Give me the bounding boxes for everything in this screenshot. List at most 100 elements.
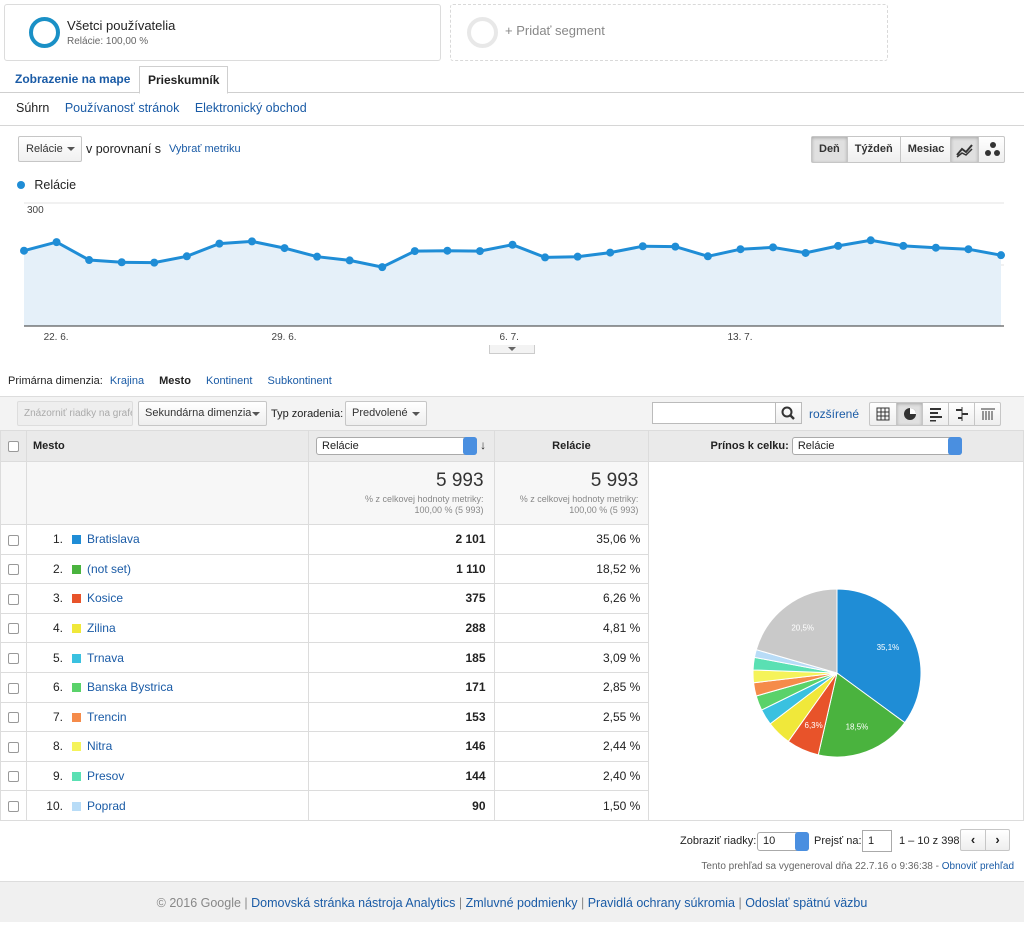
- data-point[interactable]: [703, 252, 712, 261]
- dimension-continent[interactable]: Kontinent: [205, 375, 253, 387]
- line-chart-button[interactable]: [951, 137, 978, 162]
- column-header-city[interactable]: Mesto: [25, 430, 309, 462]
- view-data-button[interactable]: [870, 403, 896, 425]
- pie-slice[interactable]: [836, 588, 922, 724]
- city-link[interactable]: Poprad: [86, 798, 126, 813]
- data-point[interactable]: [606, 248, 615, 257]
- view-performance-button[interactable]: [922, 403, 948, 425]
- dimension-city[interactable]: Mesto: [159, 375, 191, 387]
- data-point[interactable]: [378, 263, 387, 272]
- data-point[interactable]: [931, 243, 940, 252]
- data-point[interactable]: [150, 258, 159, 267]
- data-point[interactable]: [638, 242, 647, 251]
- dimension-country[interactable]: Krajina: [109, 375, 145, 387]
- data-point[interactable]: [899, 241, 908, 250]
- contribution-metric-select[interactable]: Relácie: [791, 437, 962, 455]
- data-point[interactable]: [247, 237, 256, 246]
- choose-metric-link[interactable]: Vybrať metriku: [169, 143, 241, 155]
- data-point[interactable]: [20, 246, 28, 255]
- sort-type-select[interactable]: Predvolené: [345, 401, 427, 426]
- add-segment-button[interactable]: + Pridať segment: [450, 4, 888, 61]
- city-link[interactable]: Banska Bystrica: [86, 680, 174, 695]
- show-rows-select[interactable]: 10: [757, 832, 809, 851]
- data-point[interactable]: [997, 251, 1005, 260]
- metric-column-select[interactable]: Relácie: [316, 437, 478, 455]
- row-checkbox[interactable]: [7, 593, 19, 605]
- data-point[interactable]: [85, 256, 94, 265]
- view-pivot-button[interactable]: [974, 403, 1000, 425]
- data-point[interactable]: [443, 246, 452, 255]
- pie-slice[interactable]: [817, 672, 906, 758]
- view-pie-button[interactable]: [896, 403, 922, 425]
- footer-link-analytics-home[interactable]: Domovská stránka nástroja Analytics: [251, 896, 456, 910]
- subtab-summary[interactable]: Súhrn: [16, 101, 50, 115]
- data-point[interactable]: [736, 245, 745, 254]
- city-link[interactable]: Kosice: [86, 591, 123, 606]
- data-point[interactable]: [280, 244, 289, 253]
- period-month-button[interactable]: Mesiac: [899, 137, 952, 162]
- contribution-select-value: Relácie: [797, 440, 835, 452]
- data-point[interactable]: [345, 256, 354, 265]
- row-checkbox[interactable]: [7, 653, 19, 664]
- subtab-site-usage[interactable]: Používanosť stránok: [64, 101, 180, 115]
- city-link[interactable]: Trencin: [86, 709, 127, 724]
- data-point[interactable]: [671, 242, 680, 251]
- footer-link-terms[interactable]: Zmluvné podmienky: [465, 896, 578, 910]
- city-link[interactable]: (not set): [86, 561, 131, 576]
- prev-page-button[interactable]: ‹: [961, 830, 985, 850]
- goto-page-input[interactable]: 1: [862, 830, 892, 852]
- data-point[interactable]: [182, 252, 191, 261]
- data-point[interactable]: [541, 253, 550, 262]
- row-checkbox[interactable]: [7, 800, 19, 812]
- city-link[interactable]: Zilina: [86, 621, 116, 636]
- city-link[interactable]: Nitra: [86, 739, 113, 754]
- data-point[interactable]: [313, 252, 322, 261]
- column-header-sessions[interactable]: Relácie: [493, 430, 650, 462]
- footer-link-privacy[interactable]: Pravidlá ochrany súkromia: [587, 896, 735, 910]
- tab-explorer[interactable]: Prieskumník: [139, 66, 229, 94]
- footer-link-feedback[interactable]: Odoslať spätnú väzbu: [745, 896, 868, 910]
- data-point[interactable]: [834, 241, 843, 250]
- subtab-ecommerce[interactable]: Elektronický obchod: [194, 101, 307, 115]
- row-checkbox[interactable]: [7, 623, 19, 635]
- search-button[interactable]: [775, 403, 801, 423]
- data-point[interactable]: [866, 236, 875, 245]
- data-point[interactable]: [964, 245, 973, 254]
- secondary-dimension-select[interactable]: Sekundárna dimenzia: [138, 401, 267, 426]
- row-checkbox[interactable]: [7, 682, 19, 694]
- row-checkbox[interactable]: [7, 712, 19, 724]
- row-checkbox[interactable]: [7, 771, 19, 783]
- city-link[interactable]: Bratislava: [86, 532, 140, 547]
- data-point[interactable]: [508, 240, 517, 249]
- data-point[interactable]: [215, 239, 224, 248]
- row-checkbox[interactable]: [7, 741, 19, 753]
- period-day-button[interactable]: Deň: [812, 137, 847, 162]
- dimension-subcontinent[interactable]: Subkontinent: [267, 375, 332, 387]
- data-point[interactable]: [573, 252, 582, 261]
- data-point[interactable]: [475, 247, 484, 256]
- data-point[interactable]: [410, 247, 419, 256]
- data-point[interactable]: [801, 248, 810, 257]
- next-page-button[interactable]: ›: [985, 830, 1009, 850]
- city-link[interactable]: Presov: [86, 769, 125, 784]
- motion-chart-button[interactable]: [978, 137, 1005, 162]
- refresh-report-link[interactable]: Obnoviť prehľad: [941, 861, 1014, 872]
- tab-map-overlay[interactable]: Zobrazenie na mape: [15, 72, 131, 86]
- segment-all-users[interactable]: Všetci používatelia Relácie: 100,00 %: [4, 4, 441, 61]
- chart-collapse-handle[interactable]: [489, 345, 535, 354]
- plot-rows-button[interactable]: Znázorniť riadky na grafe: [17, 401, 133, 426]
- pie-slice[interactable]: [755, 588, 838, 674]
- table-search-input[interactable]: [652, 402, 802, 424]
- data-point[interactable]: [117, 258, 126, 267]
- city-link[interactable]: Trnava: [86, 650, 124, 665]
- metric-select[interactable]: Relácie: [18, 136, 82, 162]
- period-week-button[interactable]: Týždeň: [846, 137, 900, 162]
- select-all-checkbox[interactable]: [7, 440, 19, 452]
- data-point[interactable]: [52, 238, 61, 247]
- view-comparison-button[interactable]: [948, 403, 974, 425]
- advanced-filter-link[interactable]: rozšírené: [809, 407, 860, 421]
- row-checkbox[interactable]: [7, 564, 19, 576]
- sort-desc-icon[interactable]: ↓: [480, 437, 487, 452]
- row-checkbox[interactable]: [7, 534, 19, 546]
- data-point[interactable]: [769, 243, 778, 252]
